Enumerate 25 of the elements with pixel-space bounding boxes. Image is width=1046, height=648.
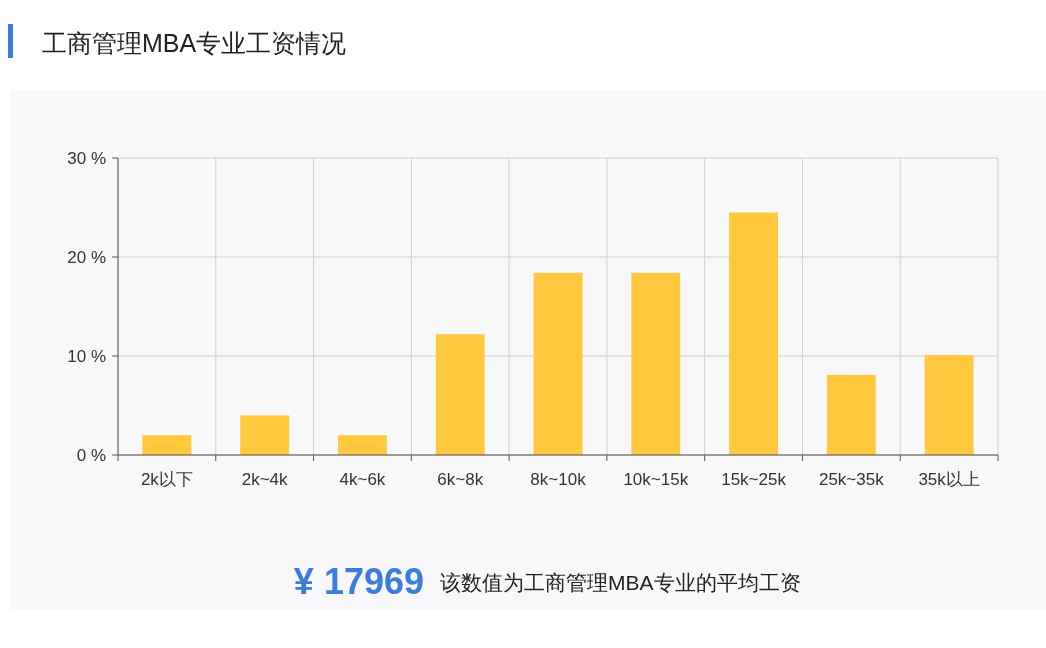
y-tick-label: 10 % [67,346,106,366]
bar [826,374,876,455]
y-tick-label: 20 % [67,247,106,267]
bar [533,272,583,455]
bar [924,355,974,455]
text: ¥ 17969 [293,561,424,602]
x-tick-label: 4k~6k [339,470,386,489]
text: 该数值为工商管理MBA专业的平均工资 [440,571,801,594]
x-tick-label: 10k~15k [623,470,689,489]
bar [142,435,192,455]
x-tick-label: 8k~10k [530,470,587,489]
bar [338,435,387,455]
x-tick-label: 6k~8k [437,470,484,489]
bar [631,272,681,455]
bar [729,212,778,455]
y-tick-label: 30 % [67,148,106,168]
y-tick-label: 0 % [76,445,106,465]
x-tick-label: 35k以上 [918,470,980,489]
chart-title: 工商管理MBA专业工资情况 [42,29,347,57]
x-tick-label: 15k~25k [721,470,787,489]
x-tick-label: 25k~35k [818,470,885,489]
bar [240,415,290,455]
x-tick-label: 2k~4k [241,470,289,489]
bar [435,334,485,455]
x-tick-label: 2k以下 [140,470,193,489]
